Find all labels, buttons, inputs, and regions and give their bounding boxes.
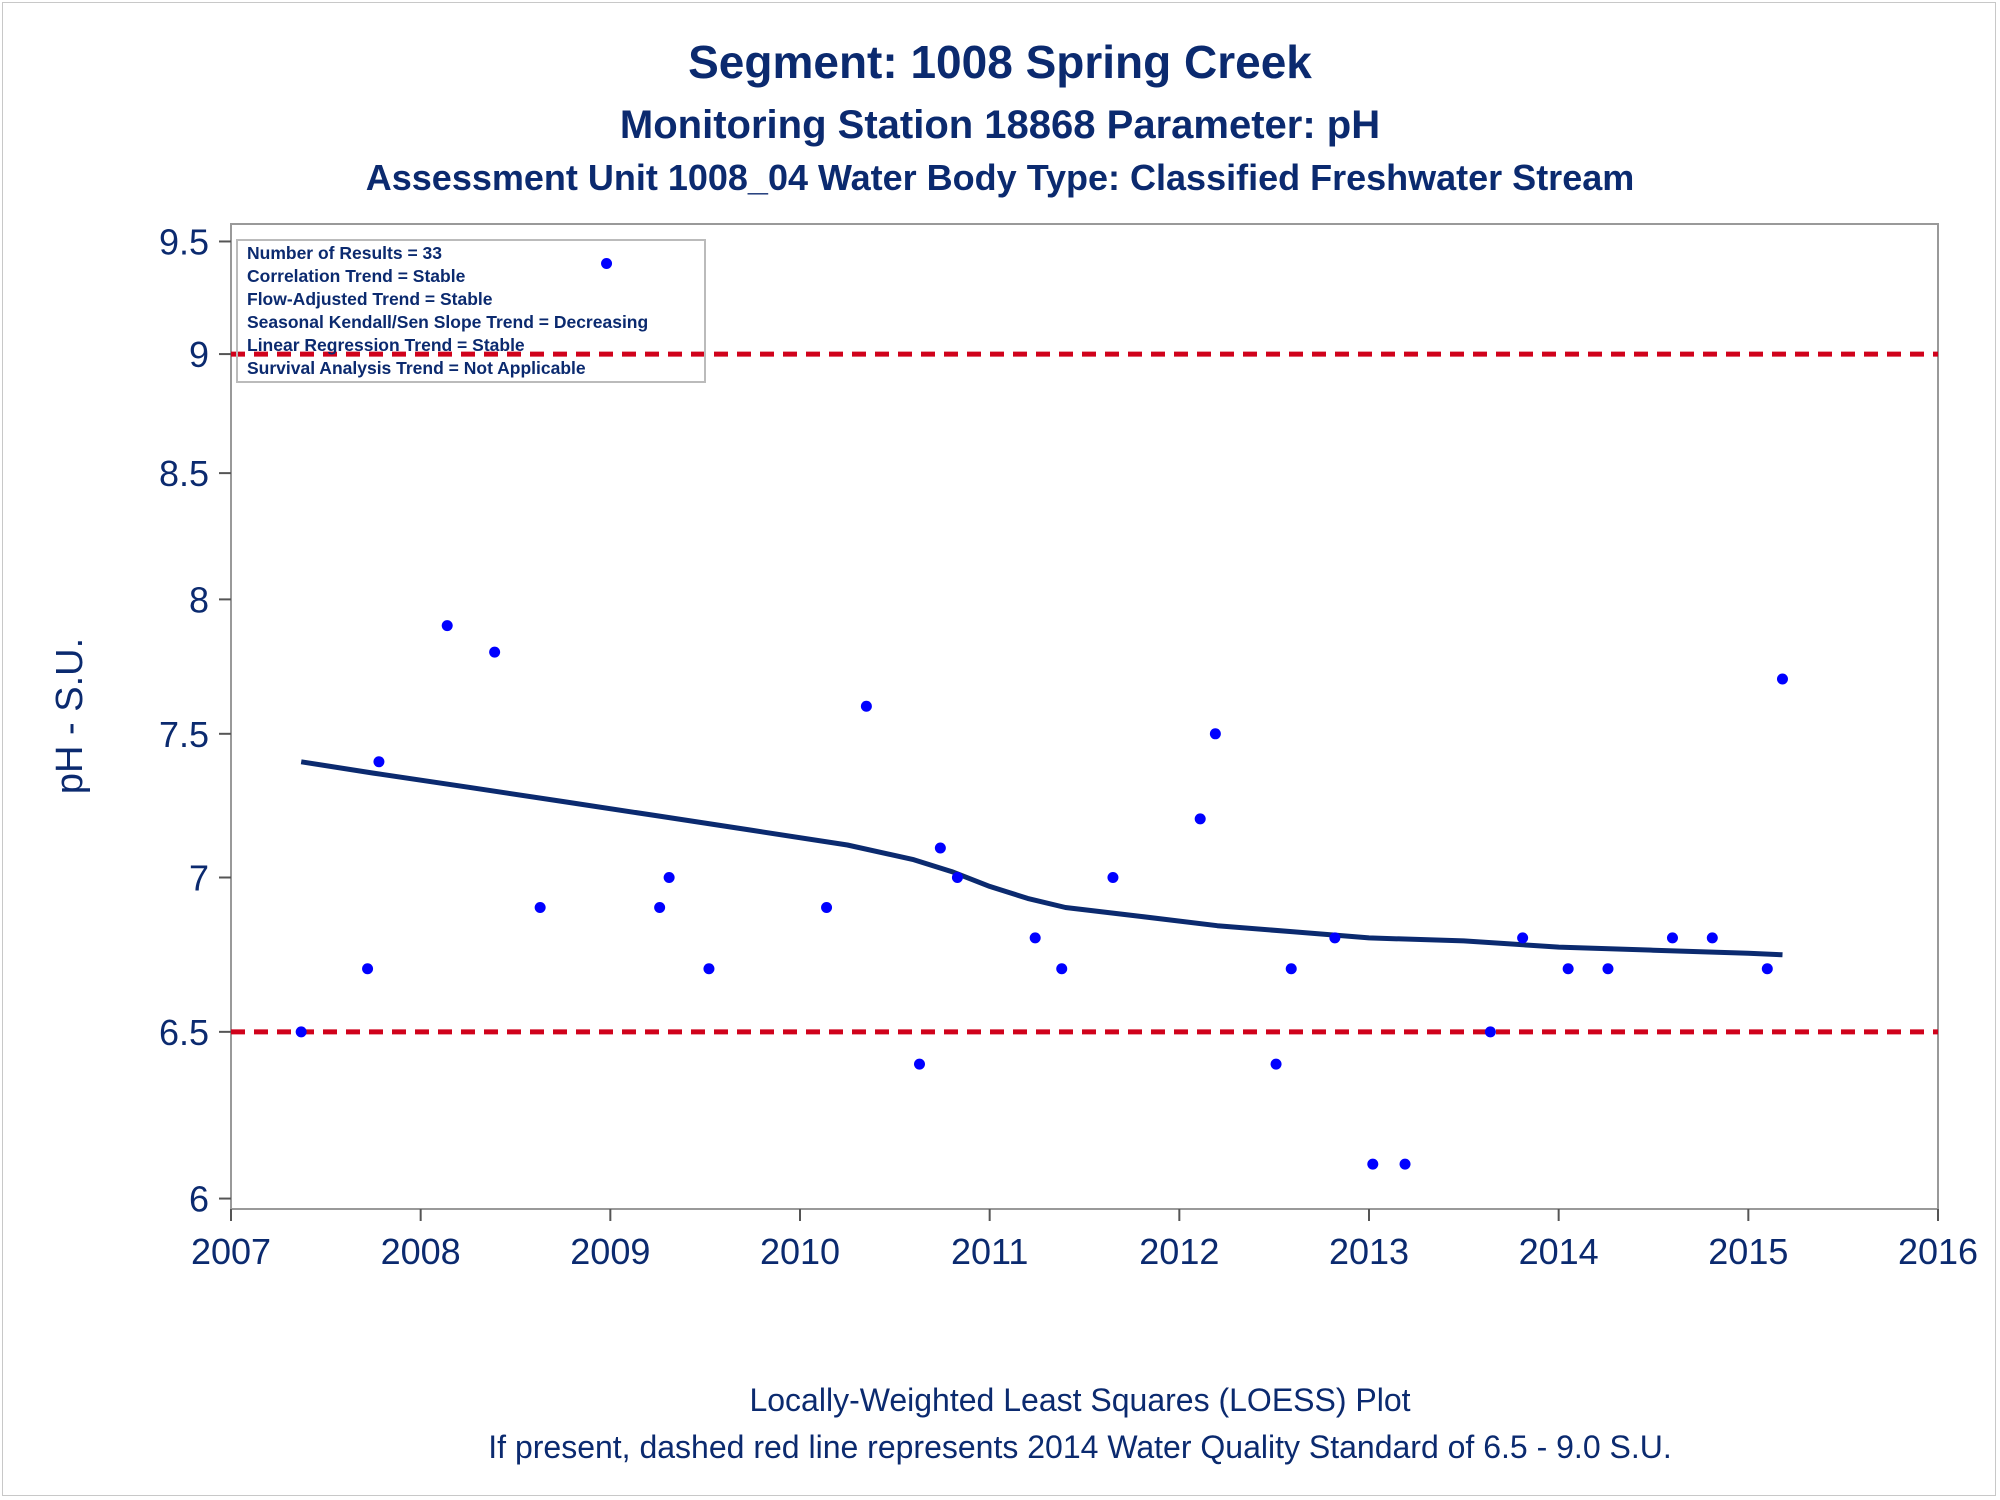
data-point [703,963,715,975]
stats-line-flow-adjusted: Flow-Adjusted Trend = Stable [247,289,493,309]
data-point [934,842,946,854]
data-point [1776,673,1788,685]
data-point [1367,1158,1379,1170]
x-tick-label: 2007 [191,1231,271,1272]
data-point [913,1058,925,1070]
y-tick-label: 8 [189,579,209,620]
data-point [1209,728,1221,740]
y-tick-label: 9 [189,334,209,375]
x-tick-label: 2008 [381,1231,461,1272]
stats-box-border [236,239,706,383]
chart-subtitle-station: Monitoring Station 18868 Parameter: pH [620,103,1380,147]
x-tick-label: 2010 [760,1231,840,1272]
y-tick-label: 7 [189,858,209,899]
data-point [362,963,374,975]
data-point [1562,963,1574,975]
data-point [1329,932,1341,944]
x-tick-label: 2009 [570,1231,650,1272]
data-point [1484,1026,1496,1038]
data-point [663,872,675,884]
data-point [860,700,872,712]
x-tick-label: 2014 [1519,1231,1599,1272]
y-axis-label: pH - S.U. [49,638,91,794]
stats-line-seasonal-kendall: Seasonal Kendall/Sen Slope Trend = Decre… [247,312,648,332]
x-tick-label: 2016 [1898,1231,1978,1272]
y-tick-label: 8.5 [159,453,209,494]
x-tick-label: 2011 [951,1231,1028,1272]
data-point [601,258,613,270]
data-point [1706,932,1718,944]
y-tick-label: 6.5 [159,1012,209,1053]
data-point [441,620,453,632]
data-point [821,901,833,913]
x-axis: 2007 2008 2009 2010 2011 2012 2013 2014 2015 2016 [191,1209,1978,1272]
data-points [295,258,1788,1170]
loess-curve-group [300,759,1783,958]
data-point [1029,932,1041,944]
data-point [951,872,963,884]
y-tick-label: 7.5 [159,714,209,755]
chart-title: Segment: 1008 Spring Creek [688,36,1312,88]
stats-line-linear-regression: Linear Regression Trend = Stable [247,335,525,355]
stats-line-correlation: Correlation Trend = Stable [247,266,466,286]
data-point [1761,963,1773,975]
stats-line-results: Number of Results = 33 [247,243,442,263]
y-axis: 6 6.5 7 7.5 8 8.5 9 9.5 [159,221,231,1220]
x-tick-label: 2013 [1329,1231,1409,1272]
data-point [534,901,546,913]
data-point [1666,932,1678,944]
chart-subtitle-assessment: Assessment Unit 1008_04 Water Body Type:… [366,157,1635,198]
data-point [1399,1158,1411,1170]
data-point [373,756,385,768]
data-point [1517,932,1529,944]
data-point [295,1026,307,1038]
data-point [1270,1058,1282,1070]
data-point [1056,963,1068,975]
data-point [1194,813,1206,825]
reference-lines [231,351,1938,1035]
x-tick-label: 2015 [1708,1231,1788,1272]
data-point [1602,963,1614,975]
plot-area [230,223,1939,1210]
data-point [654,901,666,913]
footnote-loess: Locally-Weighted Least Squares (LOESS) P… [749,1382,1410,1418]
data-point [1285,963,1297,975]
footnote-standard: If present, dashed red line represents 2… [488,1429,1671,1465]
loess-line [300,759,1783,958]
y-tick-label: 6 [189,1179,209,1220]
data-point [489,646,501,658]
y-tick-label: 9.5 [159,221,209,262]
x-tick-label: 2012 [1139,1231,1219,1272]
stats-line-survival: Survival Analysis Trend = Not Applicable [247,358,586,378]
data-point [1107,872,1119,884]
stats-box: Number of Results = 33 Correlation Trend… [236,239,706,383]
